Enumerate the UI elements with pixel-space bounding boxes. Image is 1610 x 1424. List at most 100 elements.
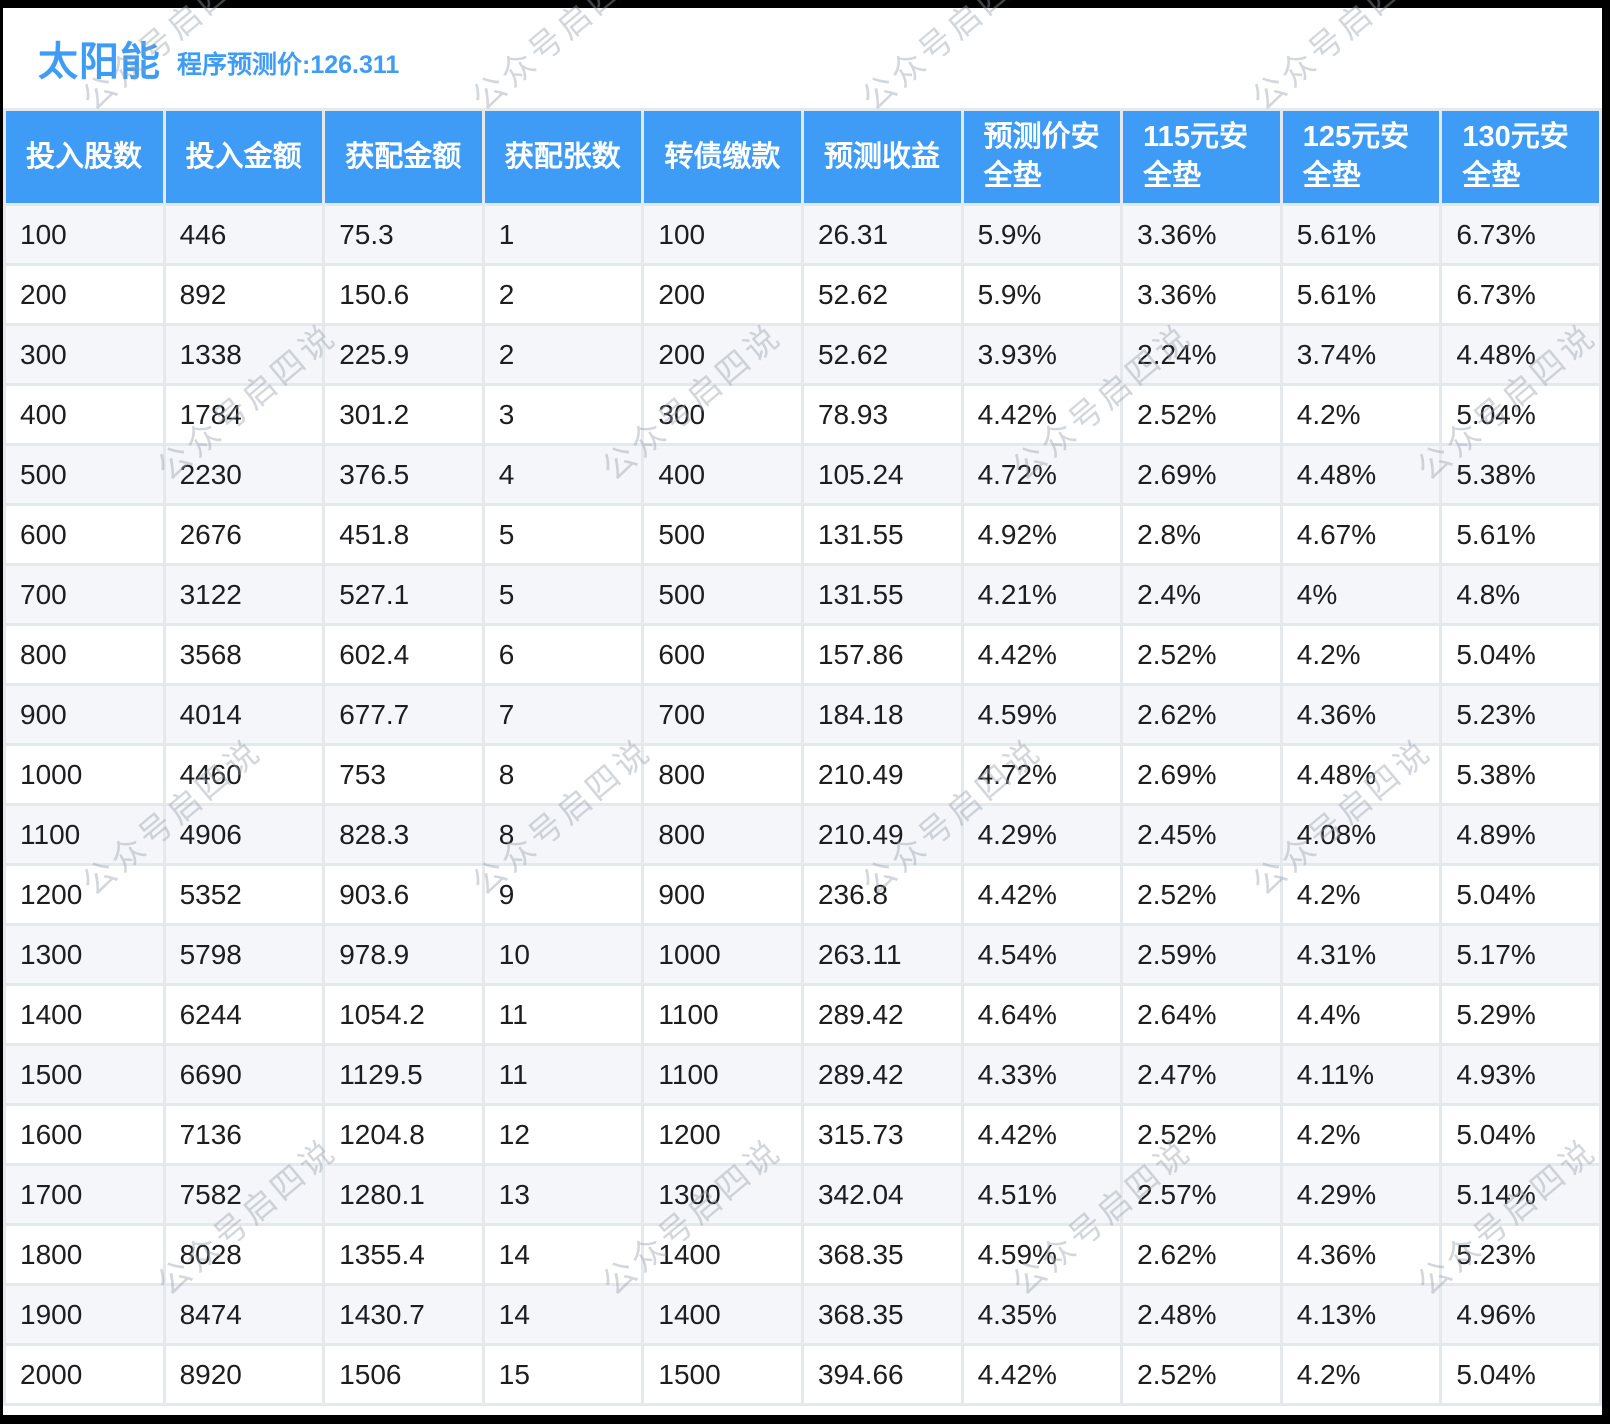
table-header-row: 投入股数 投入金额 获配金额 获配张数 转债缴款 预测收益 预测价安 全垫 115元安 全垫 125… [6,111,1599,203]
column-header-line: 115元安 [1143,121,1248,153]
table-cell: 4.2% [1282,1346,1440,1403]
column-header: 获配张数 [484,111,642,203]
column-header: 130元安全垫 [1442,111,1599,203]
table-cell: 527.1 [325,566,482,623]
column-header-line: 全垫 [1143,160,1202,192]
table-cell: 2.45% [1123,806,1280,863]
table-cell: 2.57% [1123,1166,1280,1223]
table-row: 200 892 150.6 2 200 52.62 5.9% 3.36% 5.61% 6.73% [6,266,1599,323]
table-cell: 8 [484,746,642,803]
table-row: 2000 8920 1506 15 1500 394.66 4.42% 2.52% 4.2% 5.… [6,1346,1599,1403]
table-cell: 4.42% [963,866,1121,923]
table-cell: 5.04% [1442,866,1599,923]
table-cell: 1 [484,206,642,263]
table-cell: 4.42% [963,386,1121,443]
column-header-line: 预测价安 [983,121,1100,153]
table-row: 1500 6690 1129.5 11 1100 289.42 4.33% 2.47% 4.11… [6,1046,1599,1103]
table-cell: 4.21% [963,566,1121,623]
table-cell: 5.23% [1442,686,1599,743]
table-cell: 4% [1282,566,1440,623]
table-cell: 315.73 [803,1106,961,1163]
table-cell: 4.72% [963,746,1121,803]
table-cell: 3.36% [1123,206,1280,263]
table-cell: 7136 [165,1106,323,1163]
table-row: 1900 8474 1430.7 14 1400 368.35 4.35% 2.48% 4.13… [6,1286,1599,1343]
table-cell: 1129.5 [325,1046,482,1103]
table-cell: 5.04% [1442,626,1599,683]
column-header-line: 130元安 [1462,121,1569,153]
table-cell: 8920 [165,1346,323,1403]
allocation-table-wrap: 投入股数 投入金额 获配金额 获配张数 转债缴款 预测收益 预测价安 全垫 115元安 全垫 125… [3,108,1602,1406]
table-cell: 4.89% [1442,806,1599,863]
table-cell: 4.8% [1442,566,1599,623]
table-cell: 263.11 [803,926,961,983]
predicted-price-label: 程序预测价:126.311 [177,51,400,79]
table-cell: 451.8 [325,506,482,563]
table-row: 500 2230 376.5 4 400 105.24 4.72% 2.69% 4.48% 5.3… [6,446,1599,503]
column-header-line: 全垫 [1462,160,1521,192]
table-cell: 100 [6,206,163,263]
table-row: 1400 6244 1054.2 11 1100 289.42 4.64% 2.64% 4.4%… [6,986,1599,1043]
table-cell: 1100 [6,806,163,863]
table-cell: 1200 [644,1106,801,1163]
table-cell: 100 [644,206,801,263]
table-cell: 131.55 [803,566,961,623]
table-cell: 4.29% [963,806,1121,863]
table-cell: 1400 [644,1286,801,1343]
table-cell: 5.9% [963,206,1121,263]
table-cell: 2 [484,266,642,323]
table-cell: 4.64% [963,986,1121,1043]
table-cell: 4.67% [1282,506,1440,563]
table-cell: 446 [165,206,323,263]
table-row: 1300 5798 978.9 10 1000 263.11 4.54% 2.59% 4.31%… [6,926,1599,983]
column-header-line: 投入金额 [185,140,302,173]
table-cell: 4.2% [1282,866,1440,923]
table-cell: 4.08% [1282,806,1440,863]
table-cell: 4.51% [963,1166,1121,1223]
table-cell: 2.59% [1123,926,1280,983]
table-cell: 5.23% [1442,1226,1599,1283]
table-header: 投入股数 投入金额 获配金额 获配张数 转债缴款 预测收益 预测价安 全垫 115元安 全垫 125… [6,111,1599,203]
table-cell: 4.48% [1282,446,1440,503]
table-cell: 3122 [165,566,323,623]
table-cell: 2.8% [1123,506,1280,563]
table-cell: 394.66 [803,1346,961,1403]
table-cell: 2.52% [1123,386,1280,443]
table-row: 100 446 75.3 1 100 26.31 5.9% 3.36% 5.61% 6.73% [6,206,1599,263]
table-cell: 3.36% [1123,266,1280,323]
table-cell: 4.11% [1282,1046,1440,1103]
table-cell: 300 [6,326,163,383]
table-cell: 4.13% [1282,1286,1440,1343]
table-cell: 2.4% [1123,566,1280,623]
table-cell: 300 [644,386,801,443]
table-cell: 600 [6,506,163,563]
column-header-line: 预测收益 [823,140,940,173]
table-row: 300 1338 225.9 2 200 52.62 3.93% 2.24% 3.74% 4.48… [6,326,1599,383]
table-row: 1200 5352 903.6 9 900 236.8 4.42% 2.52% 4.2% 5.04… [6,866,1599,923]
table-cell: 4.59% [963,1226,1121,1283]
table-cell: 900 [644,866,801,923]
table-cell: 500 [644,506,801,563]
table-cell: 4.2% [1282,626,1440,683]
table-cell: 301.2 [325,386,482,443]
table-cell: 4.33% [963,1046,1121,1103]
table-cell: 200 [644,266,801,323]
table-cell: 4.29% [1282,1166,1440,1223]
table-cell: 4460 [165,746,323,803]
table-cell: 10 [484,926,642,983]
table-body: 100 446 75.3 1 100 26.31 5.9% 3.36% 5.61% 6.73% 20… [6,206,1599,1403]
table-cell: 800 [6,626,163,683]
table-cell: 13 [484,1166,642,1223]
table-cell: 677.7 [325,686,482,743]
table-row: 1100 4906 828.3 8 800 210.49 4.29% 2.45% 4.08% 4.… [6,806,1599,863]
table-cell: 225.9 [325,326,482,383]
table-cell: 1600 [6,1106,163,1163]
table-cell: 2.24% [1123,326,1280,383]
column-header-line: 全垫 [983,160,1042,192]
table-cell: 9 [484,866,642,923]
table-cell: 5.9% [963,266,1121,323]
table-cell: 4014 [165,686,323,743]
table-cell: 4.59% [963,686,1121,743]
table-cell: 900 [6,686,163,743]
table-cell: 1700 [6,1166,163,1223]
